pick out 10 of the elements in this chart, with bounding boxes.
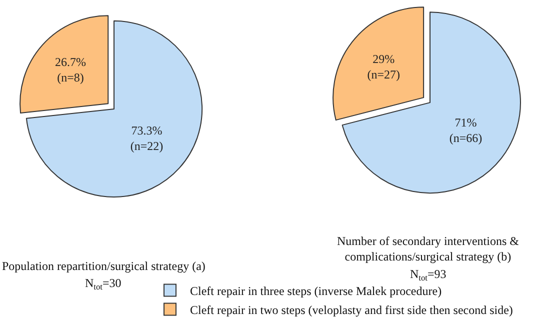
text: N$_{tot}$=93 bbox=[410, 267, 446, 283]
text: N$_{tot}$=30 bbox=[85, 276, 122, 292]
legend-label: Cleft repair in three steps (inverse Malek procedure) bbox=[190, 284, 442, 298]
data-label: 29% (n=27) bbox=[367, 52, 400, 82]
text: Population repartition/surgical strategy (a) bbox=[2, 259, 206, 273]
data-label: 73.3% (n=22) bbox=[130, 124, 164, 154]
legend-label: Cleft repair in two steps (veloplasty and first side then second side) bbox=[190, 302, 513, 317]
text: Number of secondary interventions & complications/surgical strategy (b) bbox=[337, 234, 520, 264]
data-label: 26.7% (n=8) bbox=[55, 55, 86, 85]
data-label: 71% (n=66) bbox=[449, 115, 482, 146]
